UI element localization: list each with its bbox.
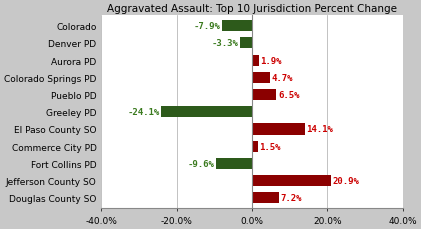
Text: 20.9%: 20.9% — [332, 176, 359, 185]
Bar — [252, 192, 279, 204]
Text: -9.6%: -9.6% — [187, 159, 214, 168]
Text: -24.1%: -24.1% — [128, 108, 160, 117]
Text: 1.5%: 1.5% — [259, 142, 281, 151]
Text: -3.3%: -3.3% — [211, 39, 238, 48]
Bar — [252, 124, 305, 135]
Title: Aggravated Assault: Top 10 Jurisdiction Percent Change: Aggravated Assault: Top 10 Jurisdiction … — [107, 4, 397, 14]
Bar — [240, 38, 252, 49]
Text: -7.9%: -7.9% — [194, 22, 221, 31]
Bar — [216, 158, 252, 169]
Bar — [161, 107, 252, 118]
Bar — [252, 90, 277, 101]
Text: 7.2%: 7.2% — [280, 194, 302, 202]
Bar — [252, 175, 330, 186]
Text: 6.5%: 6.5% — [278, 91, 299, 100]
Bar — [252, 72, 270, 84]
Text: 4.7%: 4.7% — [271, 74, 293, 82]
Bar — [252, 141, 258, 152]
Text: 14.1%: 14.1% — [306, 125, 333, 134]
Bar — [222, 21, 252, 32]
Bar — [252, 55, 259, 66]
Text: 1.9%: 1.9% — [261, 56, 282, 65]
